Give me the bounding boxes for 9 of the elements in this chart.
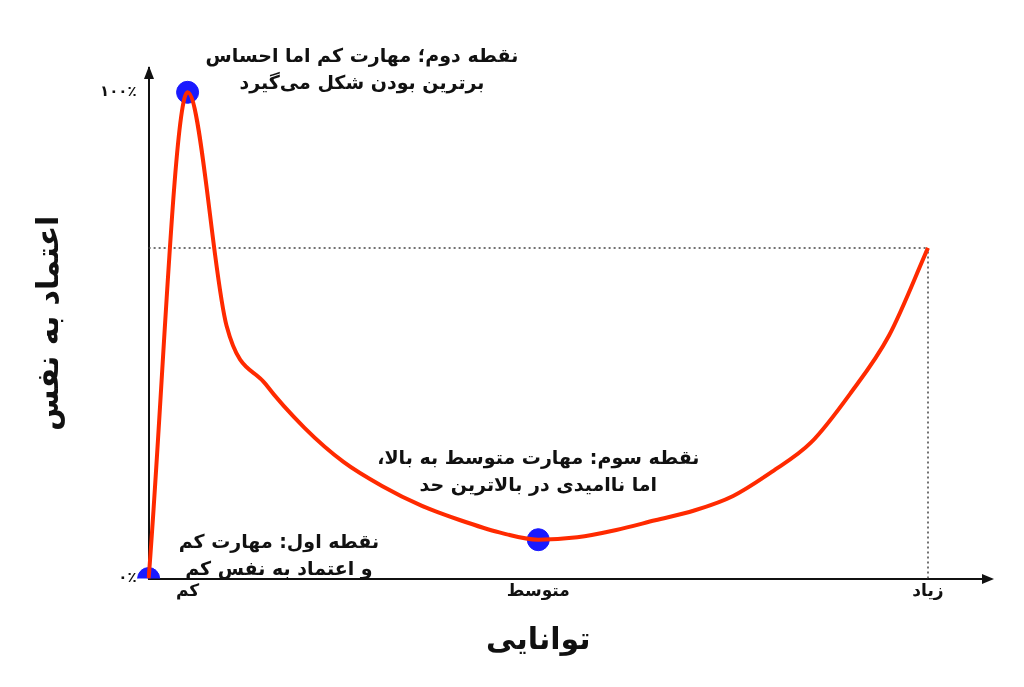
x-tick-label: کم [175,580,200,601]
y-axis-title: اعتماد به نفس [29,215,65,431]
x-axis-title: توانایی [486,620,591,656]
y-tick-label: ۱۰۰٪ [100,82,137,101]
annotation: نقطه دوم؛ مهارت کم اما احساس برترین بودن شکل می‌گیرد [205,43,519,94]
x-tick-label: متوسط [506,580,570,602]
y-tick-label: ۰٪ [118,568,137,587]
x-tick-label: زیاد [912,580,944,601]
annotation: نقطه سوم: مهارت متوسط به بالا، اما ناامیدی در بالاترین حد [377,446,700,497]
